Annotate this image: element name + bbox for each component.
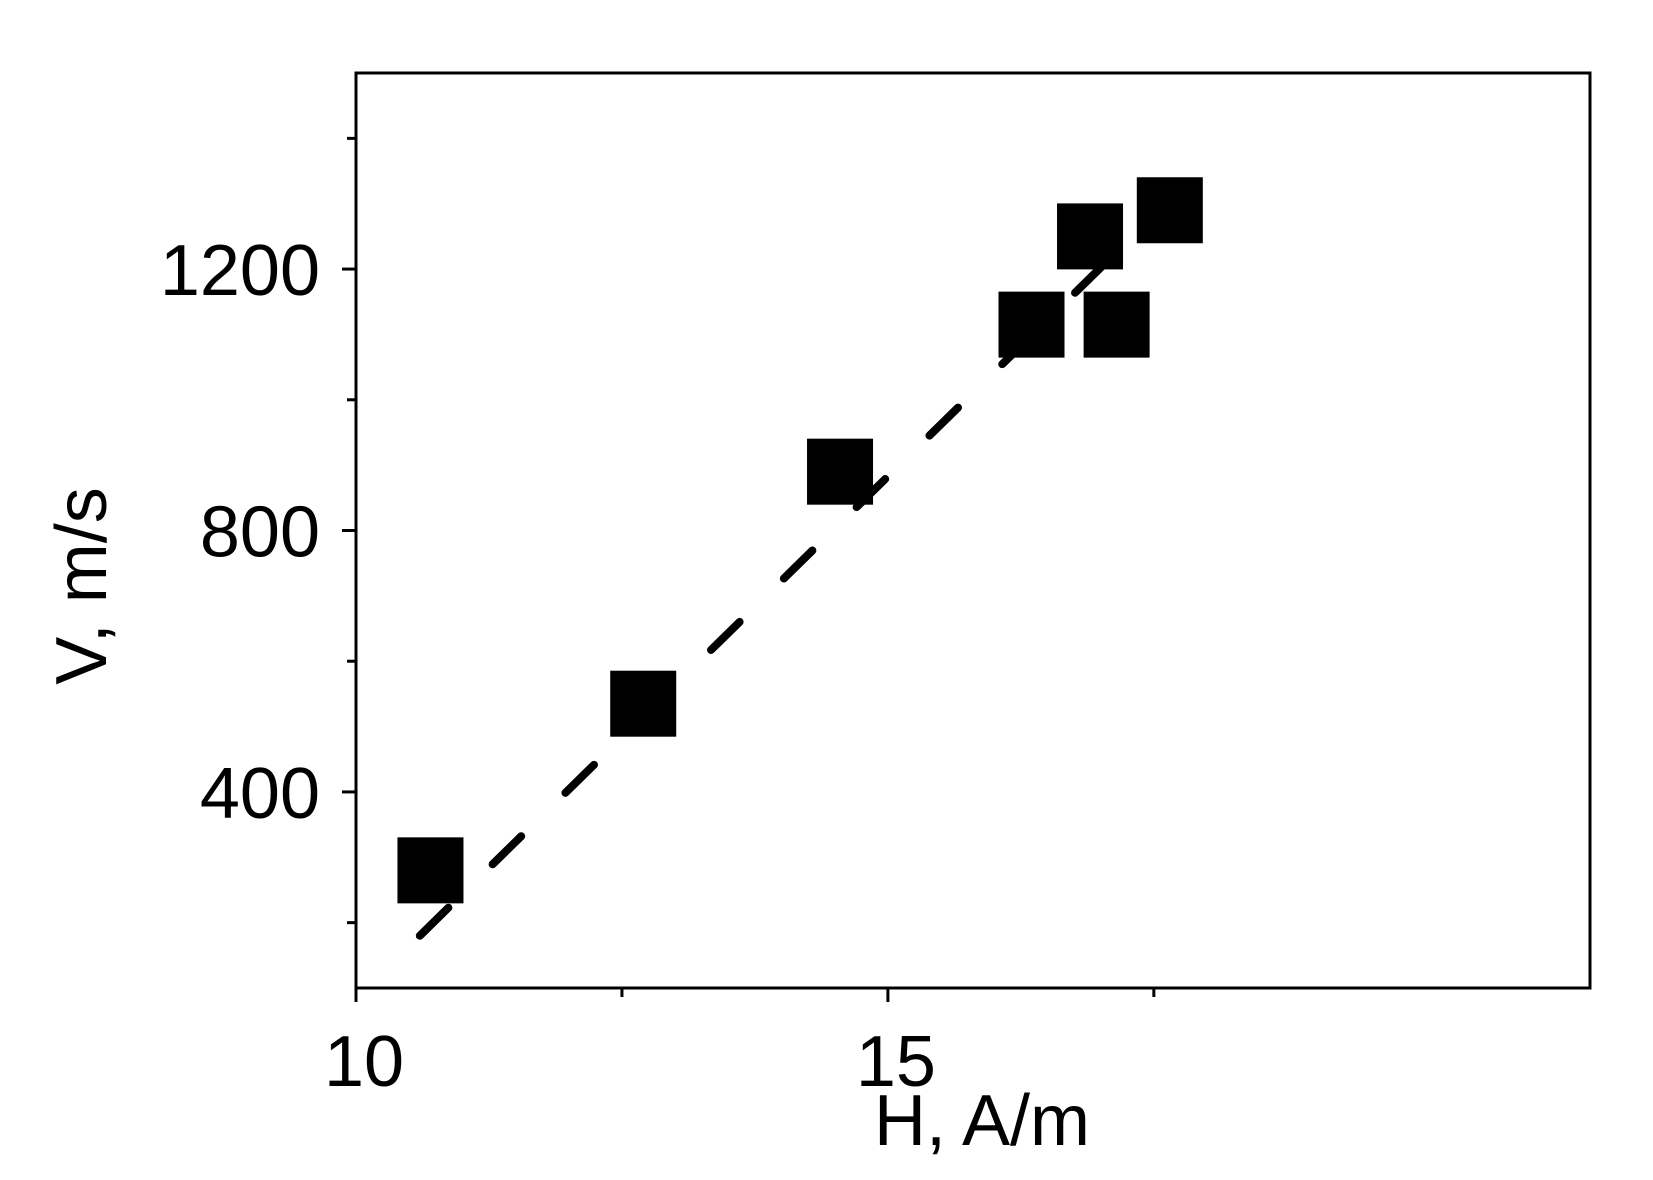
ticks-layer: 10 15 400 800 1200 [160,136,1156,1102]
data-point-square [1136,177,1203,244]
data-point-square [807,438,874,505]
data-point-square [1057,203,1124,270]
y-tick-label: 400 [200,754,320,834]
points-layer [397,177,1203,904]
y-tick-label: 1200 [160,231,320,311]
y-axis-label: V, m/s [42,487,122,684]
x-axis-label: H, A/m [874,1081,1090,1161]
data-point-square [610,670,677,737]
data-point-square [998,291,1065,358]
data-point-square [1083,291,1150,358]
dashed-fit-line [415,180,1190,940]
fit-line-layer [415,180,1190,940]
x-tick-label: 15 [856,1022,936,1102]
x-tick-label: 10 [324,1022,404,1102]
data-point-square [397,837,464,904]
plot-frame [354,71,1592,990]
y-tick-label: 800 [200,493,320,573]
